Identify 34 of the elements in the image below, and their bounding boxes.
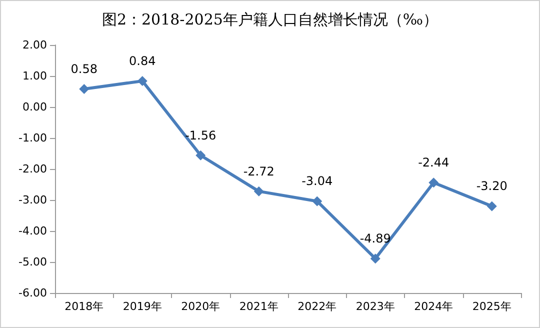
y-tick-label: -3.00 bbox=[18, 194, 47, 206]
x-tick-label: 2025年 bbox=[472, 300, 512, 313]
x-tick-label: 2021年 bbox=[239, 300, 278, 313]
data-label: 0.58 bbox=[70, 62, 98, 76]
data-label: -3.04 bbox=[302, 174, 333, 188]
chart-title: 图2：2018-2025年户籍人口自然增长情况（‰） bbox=[102, 10, 438, 28]
data-label: -3.20 bbox=[476, 179, 508, 194]
x-tick-label: 2024年 bbox=[414, 300, 454, 313]
x-tick-label: 2023年 bbox=[356, 300, 395, 313]
point bbox=[312, 196, 322, 206]
point bbox=[254, 186, 264, 196]
point bbox=[196, 150, 206, 160]
point bbox=[428, 178, 439, 188]
point bbox=[486, 201, 497, 212]
y-tick-label: 0.00 bbox=[22, 100, 47, 114]
data-label: -2.72 bbox=[243, 164, 274, 178]
y-tick-label: -1.00 bbox=[18, 132, 47, 144]
x-tick-label: 2019年 bbox=[122, 300, 162, 313]
data-label: 0.84 bbox=[129, 54, 156, 68]
y-tick-label: 1.00 bbox=[22, 70, 47, 82]
x-tick-label: 2020年 bbox=[181, 300, 220, 313]
y-tick-label: -6.00 bbox=[18, 286, 47, 300]
point bbox=[79, 84, 90, 94]
point bbox=[137, 76, 148, 86]
y-tick-label: 2.00 bbox=[22, 38, 47, 52]
y-tick-label: -4.00 bbox=[18, 224, 47, 238]
data-label: -4.89 bbox=[360, 232, 391, 246]
point bbox=[370, 254, 380, 264]
x-tick-label: 2018年 bbox=[64, 300, 104, 313]
y-tick-label: -5.00 bbox=[18, 256, 47, 268]
y-tick-label: -2.00 bbox=[18, 162, 47, 176]
data-label: -2.44 bbox=[418, 156, 450, 170]
data-label: -1.56 bbox=[185, 128, 216, 142]
x-tick-label: 2022年 bbox=[298, 300, 337, 313]
